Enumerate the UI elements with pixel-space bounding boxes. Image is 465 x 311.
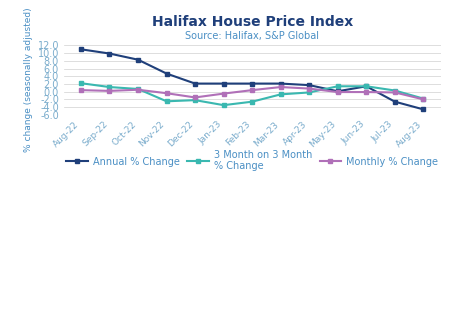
3 Month on 3 Month
% Change [335, 84, 340, 88]
3 Month on 3 Month
% Change [193, 98, 198, 102]
3 Month on 3 Month
% Change [249, 100, 255, 104]
Monthly % Change [306, 87, 312, 91]
3 Month on 3 Month
% Change [392, 89, 398, 92]
Monthly % Change [106, 89, 112, 93]
Monthly % Change [193, 95, 198, 99]
Annual % Change [78, 48, 84, 51]
Monthly % Change [135, 88, 141, 92]
Line: 3 Month on 3 Month
% Change: 3 Month on 3 Month % Change [79, 81, 426, 108]
Annual % Change [221, 82, 226, 86]
3 Month on 3 Month
% Change [78, 81, 84, 85]
Monthly % Change [335, 90, 340, 94]
Annual % Change [164, 72, 169, 76]
Annual % Change [106, 52, 112, 55]
Legend: Annual % Change, 3 Month on 3 Month
% Change, Monthly % Change: Annual % Change, 3 Month on 3 Month % Ch… [62, 146, 442, 175]
Annual % Change [135, 58, 141, 62]
3 Month on 3 Month
% Change [278, 92, 284, 96]
Annual % Change [392, 100, 398, 104]
3 Month on 3 Month
% Change [421, 97, 426, 100]
3 Month on 3 Month
% Change [106, 85, 112, 89]
Monthly % Change [249, 88, 255, 92]
Annual % Change [421, 108, 426, 111]
3 Month on 3 Month
% Change [164, 100, 169, 103]
Monthly % Change [164, 91, 169, 95]
3 Month on 3 Month
% Change [221, 103, 226, 107]
Annual % Change [278, 82, 284, 86]
Monthly % Change [78, 88, 84, 92]
Monthly % Change [392, 91, 398, 94]
Annual % Change [306, 83, 312, 87]
Text: Source: Halifax, S&P Global: Source: Halifax, S&P Global [185, 31, 319, 41]
3 Month on 3 Month
% Change [306, 91, 312, 94]
Monthly % Change [221, 92, 226, 95]
3 Month on 3 Month
% Change [135, 87, 141, 91]
Y-axis label: % change (seasonally adjusted): % change (seasonally adjusted) [24, 8, 33, 152]
Annual % Change [335, 90, 340, 93]
Annual % Change [193, 82, 198, 86]
Annual % Change [249, 82, 255, 86]
Line: Annual % Change: Annual % Change [79, 47, 426, 112]
Line: Monthly % Change: Monthly % Change [79, 85, 426, 102]
Monthly % Change [278, 85, 284, 89]
Monthly % Change [421, 98, 426, 101]
Annual % Change [364, 84, 369, 88]
Title: Halifax House Price Index: Halifax House Price Index [152, 15, 353, 29]
Monthly % Change [364, 90, 369, 94]
3 Month on 3 Month
% Change [364, 84, 369, 88]
